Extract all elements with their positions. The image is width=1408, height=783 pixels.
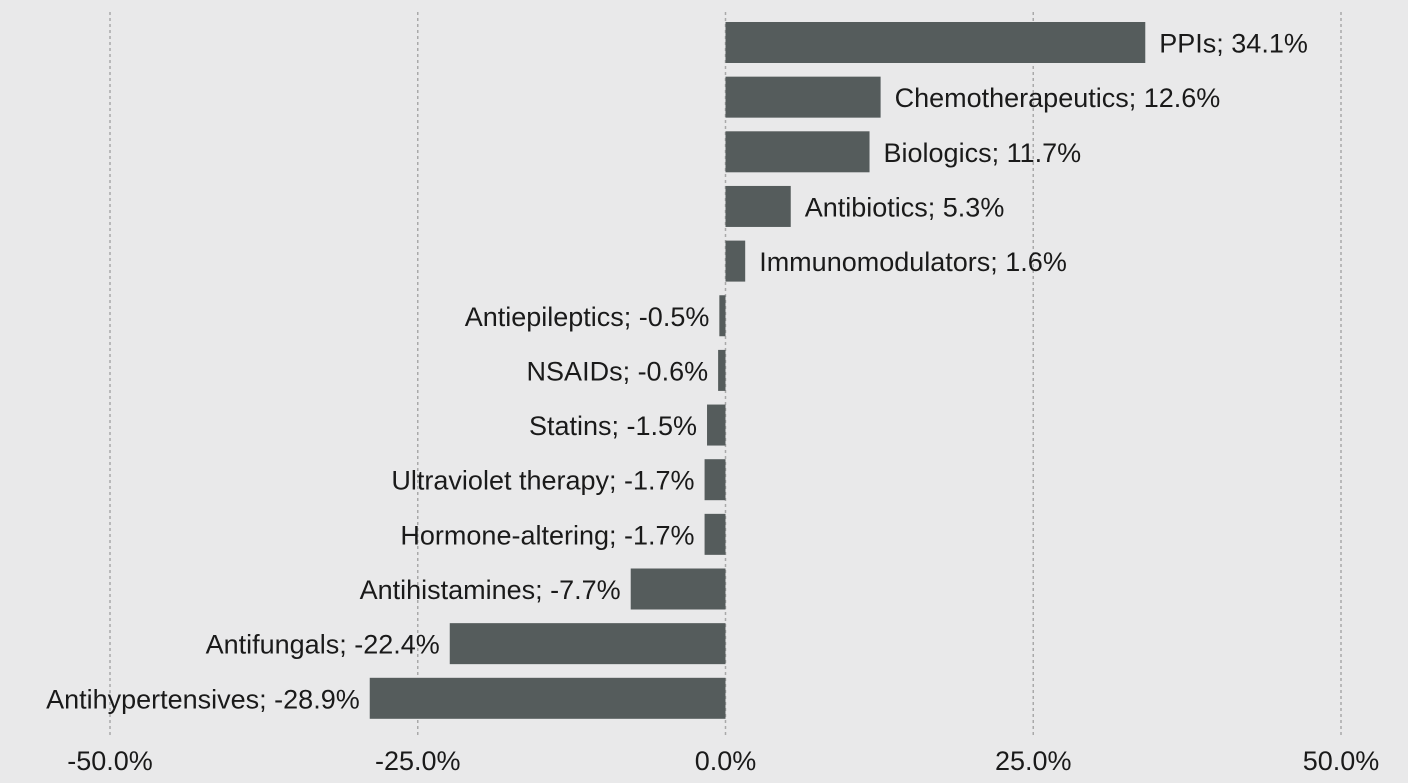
- x-tick-label: 25.0%: [995, 746, 1072, 776]
- data-label: Antiepileptics; -0.5%: [465, 302, 710, 332]
- x-tick-label: 0.0%: [695, 746, 757, 776]
- bar: [704, 459, 726, 501]
- data-label: Hormone-altering; -1.7%: [400, 520, 694, 550]
- data-label: Antifungals; -22.4%: [206, 630, 440, 660]
- x-axis-ticks: -50.0% -25.0% 0.0% 25.0% 50.0%: [67, 746, 1379, 776]
- bar: [449, 623, 726, 665]
- data-label: Chemotherapeutics; 12.6%: [895, 83, 1221, 113]
- data-label: Biologics; 11.7%: [884, 138, 1082, 168]
- bar: [707, 404, 726, 446]
- bar: [718, 349, 726, 391]
- data-label: PPIs; 34.1%: [1159, 29, 1308, 59]
- data-label: Antibiotics; 5.3%: [805, 192, 1005, 222]
- data-label: NSAIDs; -0.6%: [527, 356, 709, 386]
- data-label: Immunomodulators; 1.6%: [759, 247, 1067, 277]
- x-tick-label: -25.0%: [375, 746, 461, 776]
- bar: [725, 76, 881, 118]
- bars: [369, 22, 1146, 719]
- bar: [725, 185, 791, 227]
- x-tick-label: 50.0%: [1303, 746, 1380, 776]
- bar: [369, 677, 726, 719]
- bar: [725, 131, 870, 173]
- bar: [704, 513, 726, 555]
- data-label: Ultraviolet therapy; -1.7%: [391, 466, 694, 496]
- data-label: Statins; -1.5%: [529, 411, 697, 441]
- data-labels: PPIs; 34.1% Chemotherapeutics; 12.6% Biolo…: [46, 29, 1308, 715]
- x-tick-label: -50.0%: [67, 746, 153, 776]
- bar: [719, 295, 726, 337]
- bar: [725, 240, 746, 282]
- bar: [725, 22, 1146, 63]
- data-label: Antihistamines; -7.7%: [360, 575, 621, 605]
- data-label: Antihypertensives; -28.9%: [46, 684, 360, 714]
- bar: [630, 568, 726, 610]
